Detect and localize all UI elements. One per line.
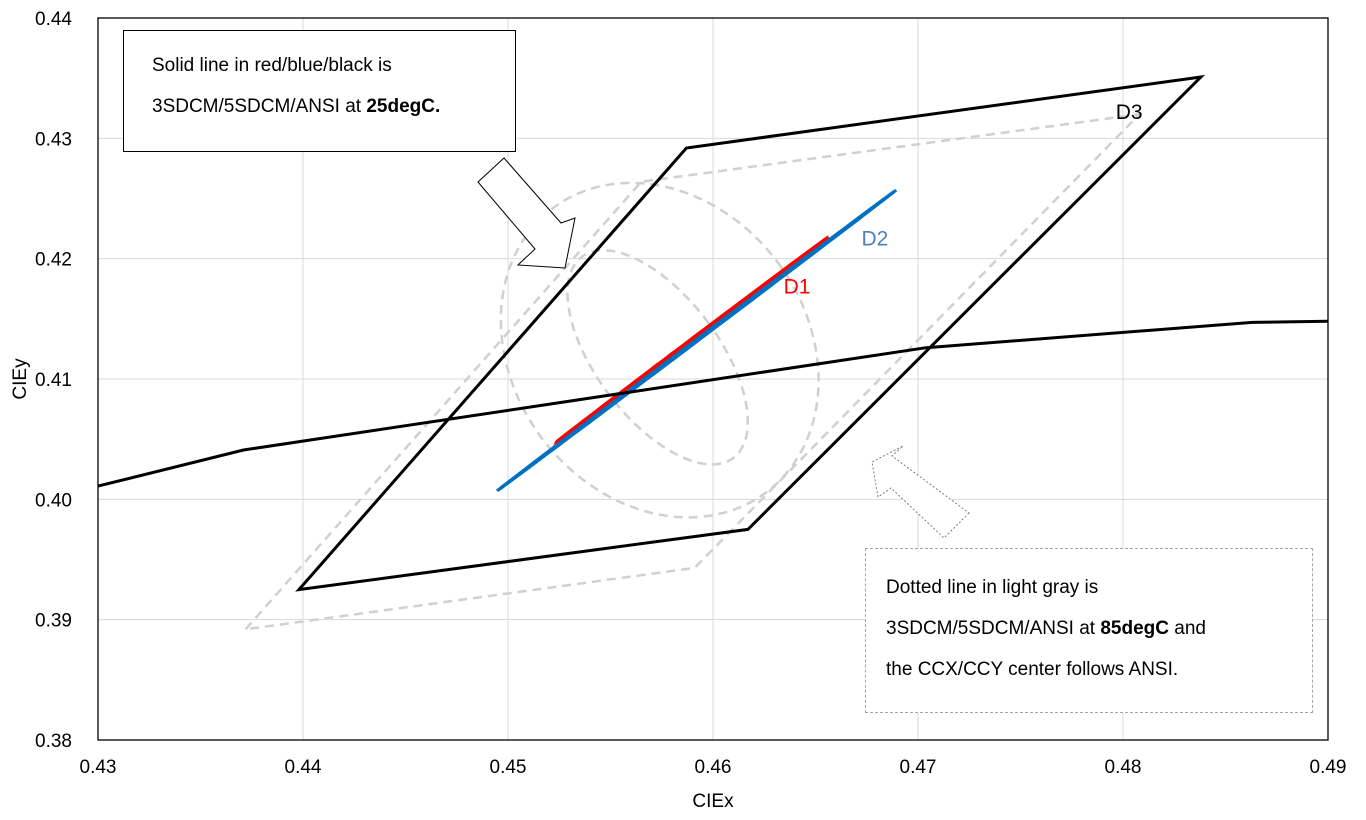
x-tick-label: 0.46 xyxy=(695,757,732,778)
ellipse-85degC xyxy=(499,181,820,519)
y-tick-label: 0.42 xyxy=(35,250,72,271)
annotation-solid-lines: Solid line in red/blue/black is 3SDCM/5S… xyxy=(123,30,516,152)
d2-ellipse-25degC xyxy=(496,189,898,492)
x-tick-label: 0.44 xyxy=(285,757,322,778)
d3-quadrilateral-25degC xyxy=(295,74,1206,592)
x-tick-labels: 0.43 0.44 0.45 0.46 0.47 0.48 0.49 xyxy=(80,757,1347,778)
annotation-solid-line-2: 3SDCM/5SDCM/ANSI at 25degC. xyxy=(152,96,441,117)
x-tick-label: 0.45 xyxy=(490,757,527,778)
label-d3: D3 xyxy=(1116,101,1143,124)
x-axis-title: CIEx xyxy=(692,791,734,812)
quadrilateral-85degC xyxy=(242,112,1143,631)
y-tick-label: 0.43 xyxy=(35,129,72,150)
arrow-solid-note xyxy=(477,157,576,269)
annotation-dotted-line-1: Dotted line in light gray is xyxy=(886,577,1099,598)
annotation-dotted-line-2: 3SDCM/5SDCM/ANSI at 85degC and xyxy=(886,618,1206,639)
ellipse-85degC xyxy=(566,249,750,466)
annotation-dotted-lines: Dotted line in light gray is 3SDCM/5SDCM… xyxy=(865,548,1313,713)
label-d2: D2 xyxy=(862,227,889,250)
series-layer xyxy=(97,74,1329,631)
y-tick-labels: 0.38 0.39 0.40 0.41 0.42 0.43 0.44 xyxy=(35,9,72,752)
x-tick-label: 0.49 xyxy=(1310,757,1347,778)
y-tick-label: 0.41 xyxy=(35,370,72,391)
annotation-dotted-line-3: the CCX/CCY center follows ANSI. xyxy=(886,659,1179,680)
blackbody-locus-line xyxy=(97,319,1329,488)
y-axis-title: CIEy xyxy=(10,358,31,400)
annotation-arrows xyxy=(477,157,970,539)
x-tick-label: 0.47 xyxy=(900,757,937,778)
y-tick-label: 0.39 xyxy=(35,611,72,632)
y-tick-label: 0.40 xyxy=(35,490,72,511)
x-tick-label: 0.43 xyxy=(80,757,117,778)
annotation-solid-line-1: Solid line in red/blue/black is xyxy=(152,55,392,76)
plot-area-border xyxy=(97,17,1329,741)
y-tick-label: 0.44 xyxy=(35,9,72,30)
label-d1: D1 xyxy=(784,276,811,299)
d1-ellipse-25degC xyxy=(553,235,830,446)
x-tick-label: 0.48 xyxy=(1105,757,1142,778)
series-labels: D1 D2 D3 xyxy=(784,101,1143,298)
arrow-dotted-note xyxy=(871,445,970,539)
y-tick-label: 0.38 xyxy=(35,731,72,752)
